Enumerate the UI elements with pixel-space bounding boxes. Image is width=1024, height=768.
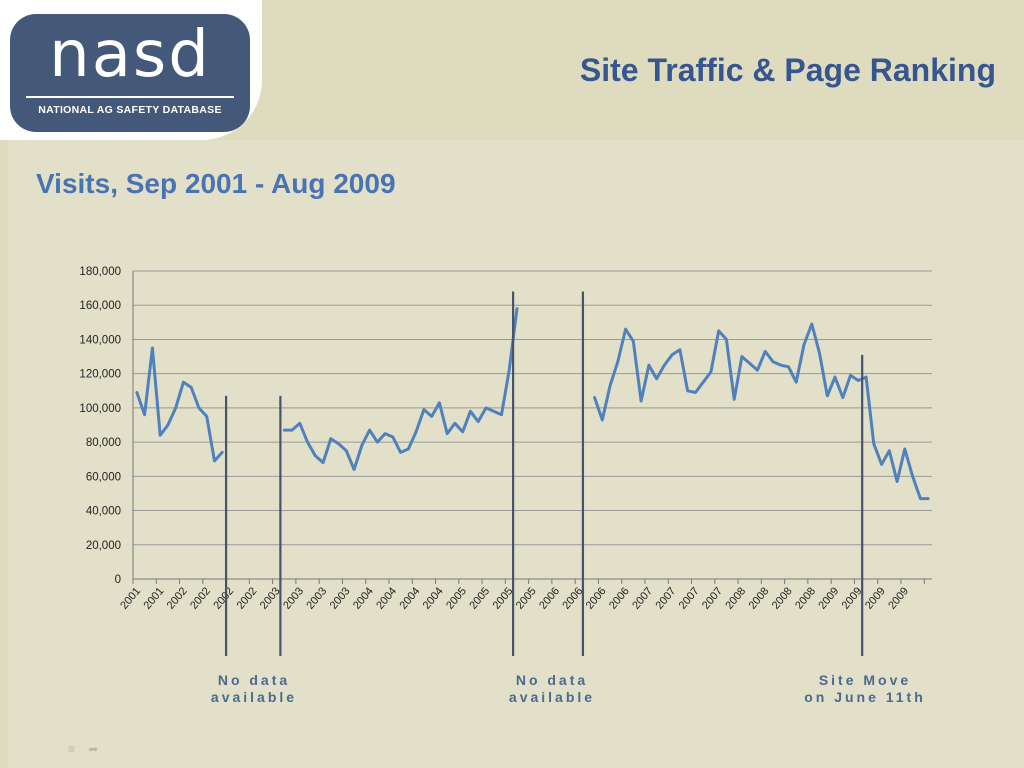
y-tick-label: 40,000 <box>86 506 121 518</box>
y-tick-label: 140,000 <box>79 334 121 346</box>
x-tick-label: 2008 <box>793 585 818 611</box>
nasd-logo: nasd NATIONAL AG SAFETY DATABASE <box>10 14 250 132</box>
x-tick-label: 2004 <box>351 585 376 611</box>
x-tick-label: 2009 <box>816 585 841 611</box>
x-tick-label: 2009 <box>886 585 911 611</box>
x-tick-label: 2005 <box>514 585 539 611</box>
note-line: No data <box>217 672 291 688</box>
x-tick-label: 2005 <box>467 585 492 611</box>
x-tick-label: 2008 <box>747 585 772 611</box>
y-tick-label: 80,000 <box>86 437 121 449</box>
series-line-segment <box>282 307 519 471</box>
x-tick-label: 2006 <box>560 585 585 611</box>
y-tick-label: 20,000 <box>86 540 121 552</box>
y-tick-label: 160,000 <box>79 300 121 312</box>
x-tick-label: 2007 <box>653 585 678 611</box>
x-tick-label: 2007 <box>677 585 702 611</box>
x-tick-label: 2009 <box>863 585 888 611</box>
slide-title: Site Traffic & Page Ranking <box>579 52 996 88</box>
x-tick-label: 2001 <box>118 585 143 611</box>
y-tick-label: 120,000 <box>79 369 121 381</box>
x-tick-label: 2005 <box>491 585 516 611</box>
logo-wordmark: nasd <box>49 18 211 92</box>
slide-nav: ≡ ➦ <box>68 742 108 756</box>
y-tick-label: 60,000 <box>86 471 121 483</box>
x-tick-label: 2002 <box>188 585 213 611</box>
content-panel <box>8 140 1024 768</box>
x-tick-label: 2004 <box>398 585 423 611</box>
x-tick-label: 2002 <box>211 585 236 611</box>
x-tick-label: 2004 <box>374 585 399 611</box>
x-tick-label: 2001 <box>142 585 167 611</box>
x-tick-label: 2008 <box>723 585 748 611</box>
note-site-move: Site Move on June 11th <box>790 672 940 706</box>
chart-subtitle: Visits, Sep 2001 - Aug 2009 <box>36 168 396 199</box>
y-tick-label: 100,000 <box>79 403 121 415</box>
logo-container: nasd NATIONAL AG SAFETY DATABASE <box>0 0 262 140</box>
x-tick-label: 2007 <box>700 585 725 611</box>
x-tick-label: 2006 <box>537 585 562 611</box>
x-tick-label: 2009 <box>840 585 865 611</box>
x-tick-label: 2005 <box>444 585 469 611</box>
logo-subtitle: NATIONAL AG SAFETY DATABASE <box>38 104 222 116</box>
note-no-data-2: No data available <box>492 672 612 706</box>
x-tick-label: 2004 <box>421 585 446 611</box>
arrow-right-icon[interactable]: ➦ <box>88 742 99 756</box>
x-tick-label: 2007 <box>630 585 655 611</box>
y-tick-label: 0 <box>115 574 121 586</box>
logo-divider <box>26 96 234 98</box>
x-tick-label: 2003 <box>304 585 329 611</box>
x-tick-label: 2006 <box>584 585 609 611</box>
x-tick-label: 2003 <box>281 585 306 611</box>
note-line: on June 11th <box>804 689 926 705</box>
y-tick-label: 180,000 <box>79 266 121 278</box>
x-tick-label: 2002 <box>165 585 190 611</box>
note-line: available <box>508 689 596 705</box>
menu-icon[interactable]: ≡ <box>68 742 76 756</box>
x-tick-label: 2003 <box>328 585 353 611</box>
x-tick-label: 2006 <box>607 585 632 611</box>
note-line: No data <box>515 672 589 688</box>
note-line: Site Move <box>818 672 912 688</box>
x-tick-label: 2002 <box>235 585 260 611</box>
series-line-segment <box>593 322 930 501</box>
note-line: available <box>210 689 298 705</box>
note-no-data-1: No data available <box>194 672 314 706</box>
x-tick-label: 2008 <box>770 585 795 611</box>
x-tick-label: 2003 <box>258 585 283 611</box>
series-line-segment <box>135 346 224 463</box>
